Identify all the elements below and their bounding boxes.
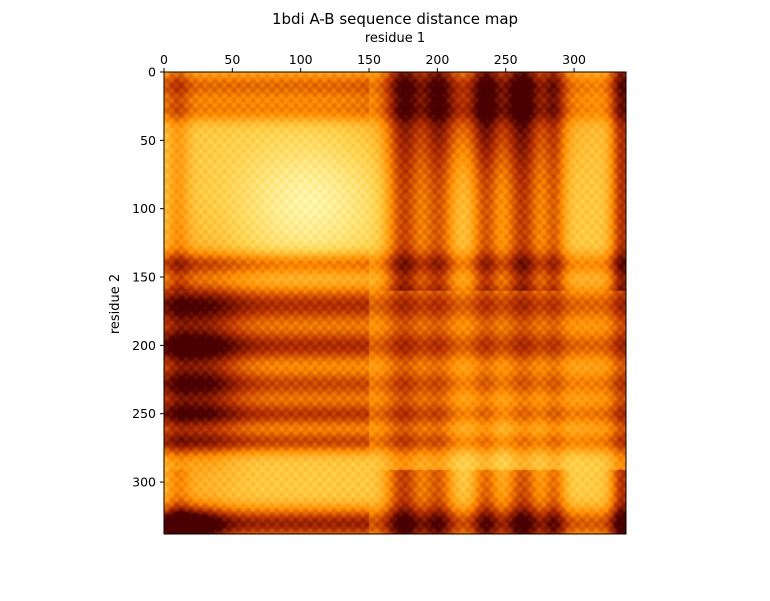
y-tick-label: 250 <box>132 406 156 421</box>
x-tick-label: 150 <box>357 52 381 67</box>
x-tick-label: 250 <box>494 52 518 67</box>
y-tick-label: 300 <box>132 475 156 490</box>
y-axis-ticks: 0 50 100 150 200 250 300 <box>132 65 164 490</box>
y-axis-label: residue 2 <box>108 274 123 334</box>
y-tick-label: 0 <box>148 65 156 80</box>
x-axis-ticks: 0 50 100 150 200 250 300 <box>160 52 586 72</box>
x-tick-label: 50 <box>224 52 240 67</box>
x-tick-label: 200 <box>425 52 449 67</box>
heatmap <box>164 72 626 534</box>
y-tick-label: 50 <box>140 133 156 148</box>
heatmap-cells <box>164 72 626 534</box>
chart-title: 1bdi A-B sequence distance map <box>272 10 518 28</box>
x-tick-label: 100 <box>289 52 313 67</box>
plot-frame <box>163 71 627 535</box>
x-axis-label: residue 1 <box>365 31 425 46</box>
x-tick-label: 300 <box>562 52 586 67</box>
y-tick-label: 100 <box>132 201 156 216</box>
x-tick-label: 0 <box>160 52 168 67</box>
y-tick-label: 150 <box>132 270 156 285</box>
y-tick-label: 200 <box>132 338 156 353</box>
